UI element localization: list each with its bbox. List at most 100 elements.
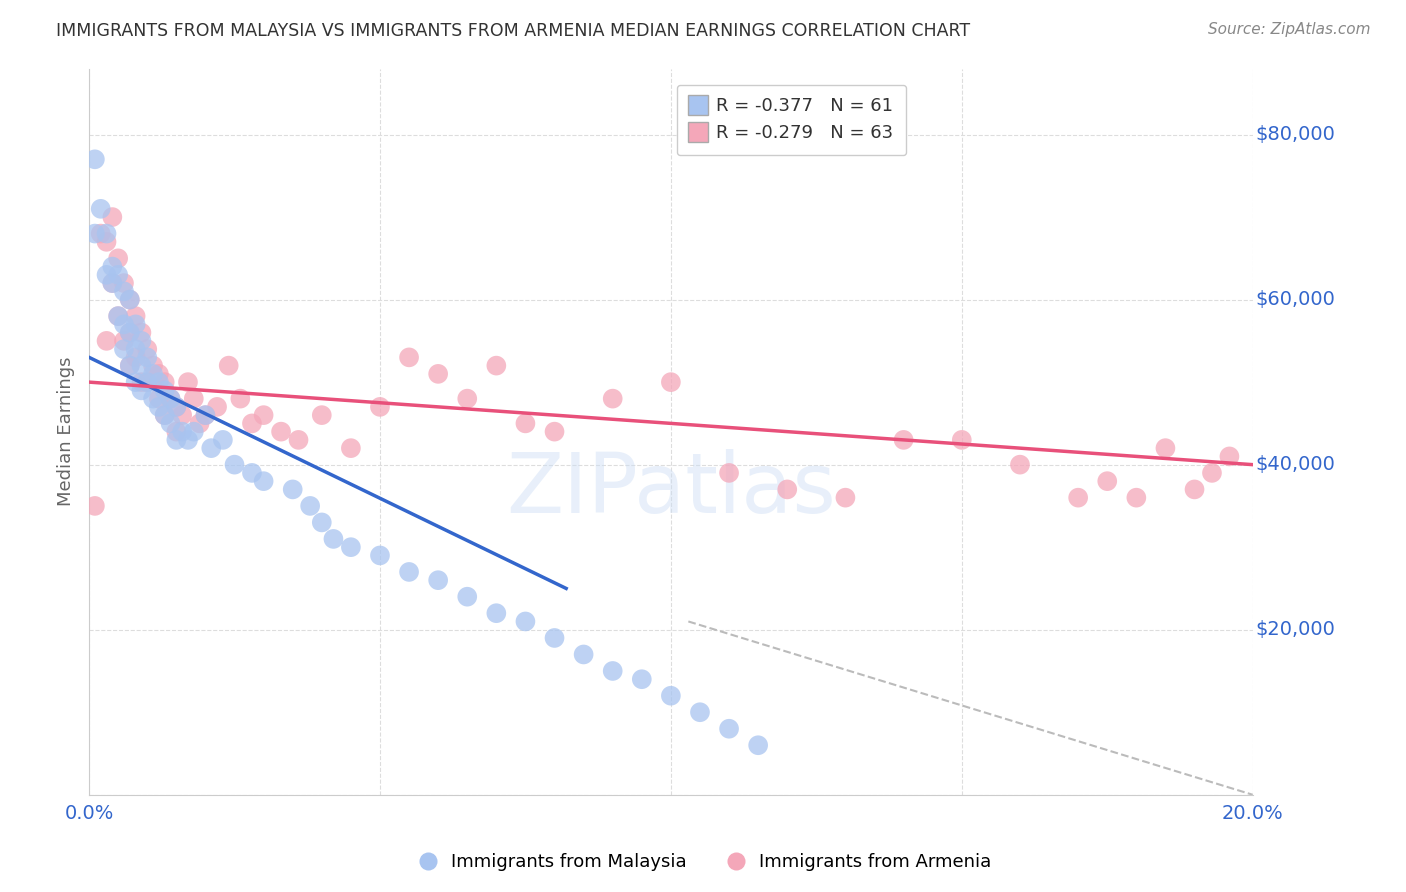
Point <box>630 672 652 686</box>
Point <box>96 334 118 348</box>
Point <box>340 441 363 455</box>
Point <box>112 285 135 299</box>
Point <box>165 400 187 414</box>
Point <box>159 417 181 431</box>
Point <box>427 573 450 587</box>
Point <box>776 483 799 497</box>
Point <box>118 359 141 373</box>
Point <box>240 417 263 431</box>
Point <box>659 375 682 389</box>
Point <box>107 309 129 323</box>
Point <box>124 351 146 365</box>
Point <box>136 351 159 365</box>
Point <box>205 400 228 414</box>
Point <box>131 326 153 340</box>
Point <box>1008 458 1031 472</box>
Point <box>101 210 124 224</box>
Point <box>124 342 146 356</box>
Point <box>136 342 159 356</box>
Point <box>543 631 565 645</box>
Point <box>153 375 176 389</box>
Text: Source: ZipAtlas.com: Source: ZipAtlas.com <box>1208 22 1371 37</box>
Point <box>515 615 537 629</box>
Point <box>159 392 181 406</box>
Point <box>311 516 333 530</box>
Point <box>1154 441 1177 455</box>
Legend: R = -0.377   N = 61, R = -0.279   N = 63: R = -0.377 N = 61, R = -0.279 N = 63 <box>676 85 907 155</box>
Point <box>322 532 344 546</box>
Point <box>659 689 682 703</box>
Point <box>153 384 176 398</box>
Point <box>159 392 181 406</box>
Text: $60,000: $60,000 <box>1256 290 1334 310</box>
Point <box>543 425 565 439</box>
Point <box>148 400 170 414</box>
Point <box>148 375 170 389</box>
Point <box>107 268 129 282</box>
Point <box>218 359 240 373</box>
Point <box>602 392 624 406</box>
Point <box>456 392 478 406</box>
Point <box>177 375 200 389</box>
Point <box>165 400 187 414</box>
Legend: Immigrants from Malaysia, Immigrants from Armenia: Immigrants from Malaysia, Immigrants fro… <box>408 847 998 879</box>
Y-axis label: Median Earnings: Median Earnings <box>58 357 75 507</box>
Point <box>485 606 508 620</box>
Point <box>398 565 420 579</box>
Point <box>148 392 170 406</box>
Point <box>252 408 274 422</box>
Point <box>118 359 141 373</box>
Point <box>118 326 141 340</box>
Point <box>142 359 165 373</box>
Point <box>1201 466 1223 480</box>
Point <box>90 202 112 216</box>
Point <box>136 375 159 389</box>
Text: $40,000: $40,000 <box>1256 455 1334 475</box>
Point <box>252 474 274 488</box>
Point <box>148 367 170 381</box>
Point <box>172 425 194 439</box>
Point <box>96 235 118 249</box>
Point <box>299 499 322 513</box>
Point <box>368 400 391 414</box>
Point <box>194 408 217 422</box>
Point <box>124 309 146 323</box>
Point <box>142 392 165 406</box>
Point <box>112 318 135 332</box>
Point <box>834 491 856 505</box>
Point <box>1125 491 1147 505</box>
Point <box>893 433 915 447</box>
Point <box>136 375 159 389</box>
Point <box>112 334 135 348</box>
Point <box>270 425 292 439</box>
Point <box>142 367 165 381</box>
Point <box>118 326 141 340</box>
Point <box>177 433 200 447</box>
Point <box>118 293 141 307</box>
Point <box>747 738 769 752</box>
Point <box>1067 491 1090 505</box>
Point <box>718 722 741 736</box>
Point <box>131 359 153 373</box>
Point <box>427 367 450 381</box>
Point <box>287 433 309 447</box>
Point <box>83 227 105 241</box>
Point <box>96 227 118 241</box>
Point <box>718 466 741 480</box>
Point <box>165 425 187 439</box>
Point <box>1218 450 1240 464</box>
Point <box>1184 483 1206 497</box>
Point <box>172 408 194 422</box>
Point <box>112 276 135 290</box>
Point <box>83 153 105 167</box>
Point <box>131 375 153 389</box>
Point <box>124 318 146 332</box>
Point <box>240 466 263 480</box>
Point <box>107 252 129 266</box>
Text: $20,000: $20,000 <box>1256 620 1334 640</box>
Point <box>281 483 304 497</box>
Point <box>485 359 508 373</box>
Text: $80,000: $80,000 <box>1256 125 1334 144</box>
Point <box>83 499 105 513</box>
Point <box>950 433 973 447</box>
